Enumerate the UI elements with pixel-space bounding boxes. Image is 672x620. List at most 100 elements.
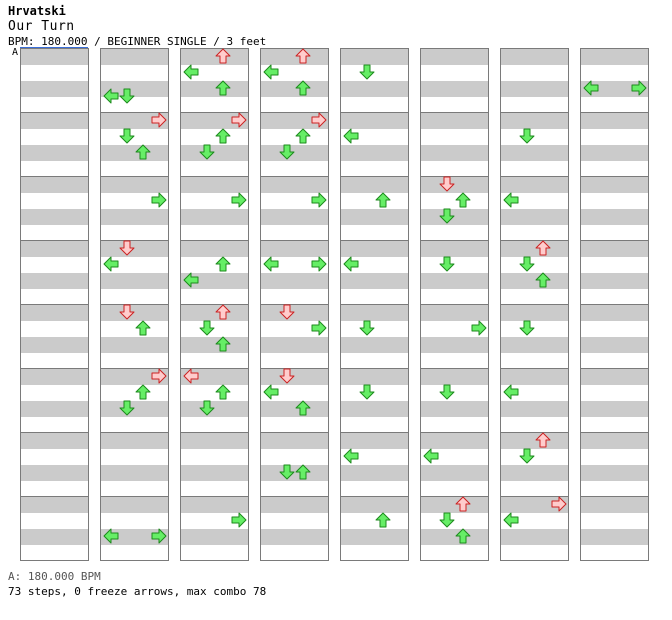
measure-box xyxy=(500,368,569,433)
beat-stripe xyxy=(261,337,328,353)
measure-box xyxy=(580,112,649,177)
beat-stripe xyxy=(341,497,408,513)
beat-stripe xyxy=(421,305,488,321)
beat-stripe xyxy=(101,337,168,353)
beat-stripe xyxy=(181,81,248,97)
beat-stripe xyxy=(501,401,568,417)
beat-stripe xyxy=(501,145,568,161)
measure-box xyxy=(580,432,649,497)
measure-box xyxy=(500,432,569,497)
song-title: Our Turn xyxy=(8,19,75,34)
beat-stripe xyxy=(421,337,488,353)
beat-stripe xyxy=(421,49,488,65)
arrow-down-icon xyxy=(119,304,135,320)
arrow-up-icon xyxy=(375,192,391,208)
beat-stripe xyxy=(21,145,88,161)
beat-stripe xyxy=(21,369,88,385)
beat-stripe xyxy=(501,465,568,481)
beat-stripe xyxy=(21,305,88,321)
arrow-right-icon xyxy=(311,192,327,208)
beat-stripe xyxy=(261,433,328,449)
bpm-marker-label: A xyxy=(12,47,19,58)
beat-stripe xyxy=(581,209,648,225)
arrow-up-icon xyxy=(535,272,551,288)
beat-stripe xyxy=(181,209,248,225)
beat-stripe xyxy=(181,49,248,65)
measure-box xyxy=(420,48,489,113)
arrow-down-icon xyxy=(119,88,135,104)
arrow-up-icon xyxy=(295,48,311,64)
beat-stripe xyxy=(21,209,88,225)
beat-stripe xyxy=(21,497,88,513)
arrow-left-icon xyxy=(503,192,519,208)
bpm-marker-line xyxy=(20,47,88,48)
arrow-down-icon xyxy=(519,320,535,336)
arrow-left-icon xyxy=(343,256,359,272)
arrow-right-icon xyxy=(151,528,167,544)
beat-stripe xyxy=(101,209,168,225)
measure-box xyxy=(580,368,649,433)
arrow-down-icon xyxy=(439,256,455,272)
beat-stripe xyxy=(181,113,248,129)
measure-box xyxy=(260,240,329,305)
measure-box xyxy=(500,176,569,241)
beat-stripe xyxy=(501,305,568,321)
measure-box xyxy=(100,304,169,369)
beat-stripe xyxy=(21,113,88,129)
measure-box xyxy=(260,304,329,369)
arrow-down-icon xyxy=(279,368,295,384)
beat-stripe xyxy=(101,305,168,321)
measure-box xyxy=(20,48,89,113)
beat-stripe xyxy=(421,113,488,129)
beat-stripe xyxy=(261,369,328,385)
beat-stripe xyxy=(261,209,328,225)
beat-stripe xyxy=(261,497,328,513)
beat-stripe xyxy=(261,49,328,65)
beat-stripe xyxy=(181,497,248,513)
beat-stripe xyxy=(501,369,568,385)
arrow-up-icon xyxy=(295,128,311,144)
beat-stripe xyxy=(341,337,408,353)
beat-stripe xyxy=(21,465,88,481)
arrow-down-icon xyxy=(359,320,375,336)
arrow-right-icon xyxy=(631,80,647,96)
arrow-down-icon xyxy=(439,176,455,192)
measure-box xyxy=(20,240,89,305)
beat-stripe xyxy=(581,49,648,65)
measure-box xyxy=(260,432,329,497)
measure-box xyxy=(580,304,649,369)
measure-box xyxy=(20,176,89,241)
measure-box xyxy=(580,176,649,241)
arrow-right-icon xyxy=(311,256,327,272)
arrow-up-icon xyxy=(455,192,471,208)
arrow-right-icon xyxy=(311,320,327,336)
arrow-right-icon xyxy=(231,192,247,208)
beat-stripe xyxy=(341,113,408,129)
beat-stripe xyxy=(341,305,408,321)
beat-stripe xyxy=(341,529,408,545)
beat-stripe xyxy=(181,241,248,257)
beat-stripe xyxy=(261,529,328,545)
arrow-left-icon xyxy=(103,88,119,104)
beat-stripe xyxy=(261,401,328,417)
arrow-down-icon xyxy=(119,240,135,256)
beat-stripe xyxy=(181,401,248,417)
beat-stripe xyxy=(581,497,648,513)
beat-stripe xyxy=(501,177,568,193)
measure-box xyxy=(20,368,89,433)
beat-stripe xyxy=(101,145,168,161)
beat-stripe xyxy=(341,465,408,481)
beat-stripe xyxy=(181,529,248,545)
beat-stripe xyxy=(341,81,408,97)
beat-stripe xyxy=(501,49,568,65)
beat-stripe xyxy=(501,113,568,129)
beat-stripe xyxy=(581,529,648,545)
measure-box xyxy=(100,240,169,305)
beat-stripe xyxy=(421,209,488,225)
arrow-down-icon xyxy=(199,144,215,160)
arrow-up-icon xyxy=(375,512,391,528)
arrow-left-icon xyxy=(423,448,439,464)
beat-stripe xyxy=(341,401,408,417)
beat-stripe xyxy=(581,337,648,353)
